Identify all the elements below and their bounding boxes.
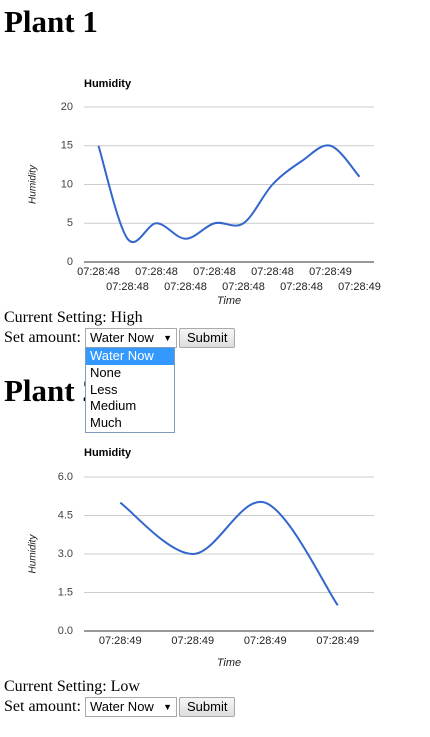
dropdown-list: Water Now None Less Medium Much [85, 347, 175, 433]
submit-button[interactable]: Submit [179, 697, 236, 717]
dropdown-option[interactable]: None [90, 364, 122, 380]
y-tick-label: 0.0 [58, 625, 73, 637]
line-series [119, 500, 339, 606]
y-tick-label: 10 [61, 178, 73, 190]
x-tick-label: 07:28:48 [222, 281, 265, 293]
x-tick-label: 07:28:48 [77, 266, 120, 278]
x-tick-label: 07:28:48 [193, 266, 236, 278]
chart-title: Humidity [84, 78, 132, 90]
select-arrow: ▼ [163, 702, 172, 712]
x-tick-label: 07:28:48 [280, 281, 323, 293]
current-setting: Current Setting: Low [4, 678, 140, 695]
chart-title: Humidity [84, 447, 132, 459]
dropdown-option[interactable]: Less [90, 381, 118, 397]
submit-button[interactable]: Submit [179, 328, 236, 348]
x-tick-label: 07:28:48 [135, 266, 178, 278]
section-title: Plant 2 [4, 373, 98, 408]
amount-label: Set amount: [4, 329, 81, 346]
x-tick-label: 07:28:48 [251, 266, 294, 278]
y-tick-label: 4.5 [58, 509, 73, 521]
y-axis-label: Humidity [28, 534, 39, 574]
amount-select[interactable]: Water Now ▼ [85, 697, 177, 717]
select-arrow: ▼ [163, 333, 172, 343]
x-tick-label: 07:28:49 [171, 635, 214, 647]
current-setting: Current Setting: High [4, 309, 143, 326]
x-tick-label: 07:28:49 [338, 281, 381, 293]
x-axis-label: Time [217, 295, 241, 307]
x-axis-label: Time [217, 657, 241, 669]
x-tick-label: 07:28:49 [244, 635, 287, 647]
x-tick-label: 07:28:48 [164, 281, 207, 293]
dropdown-option[interactable]: Much [90, 415, 122, 431]
select-value: Water Now [90, 699, 154, 714]
x-tick-label: 07:28:49 [316, 635, 359, 647]
y-tick-label: 5 [67, 217, 73, 229]
y-tick-label: 1.5 [58, 586, 73, 598]
y-tick-label: 3.0 [58, 548, 73, 560]
amount-select[interactable]: Water Now ▼ [85, 328, 177, 348]
y-tick-label: 15 [61, 140, 73, 152]
y-tick-label: 20 [61, 101, 73, 113]
dropdown-option[interactable]: Water Now [86, 348, 174, 365]
x-tick-label: 07:28:49 [99, 635, 142, 647]
dropdown-option[interactable]: Medium [90, 398, 137, 414]
y-tick-label: 6.0 [58, 471, 73, 483]
amount-label: Set amount: [4, 698, 81, 715]
y-tick-label: 0 [67, 256, 73, 268]
x-tick-label: 07:28:49 [309, 266, 352, 278]
line-series [97, 144, 361, 243]
y-axis-label: Humidity [28, 164, 39, 204]
select-value: Water Now [90, 330, 154, 345]
section-title: Plant 1 [4, 4, 98, 39]
x-tick-label: 07:28:48 [106, 281, 149, 293]
